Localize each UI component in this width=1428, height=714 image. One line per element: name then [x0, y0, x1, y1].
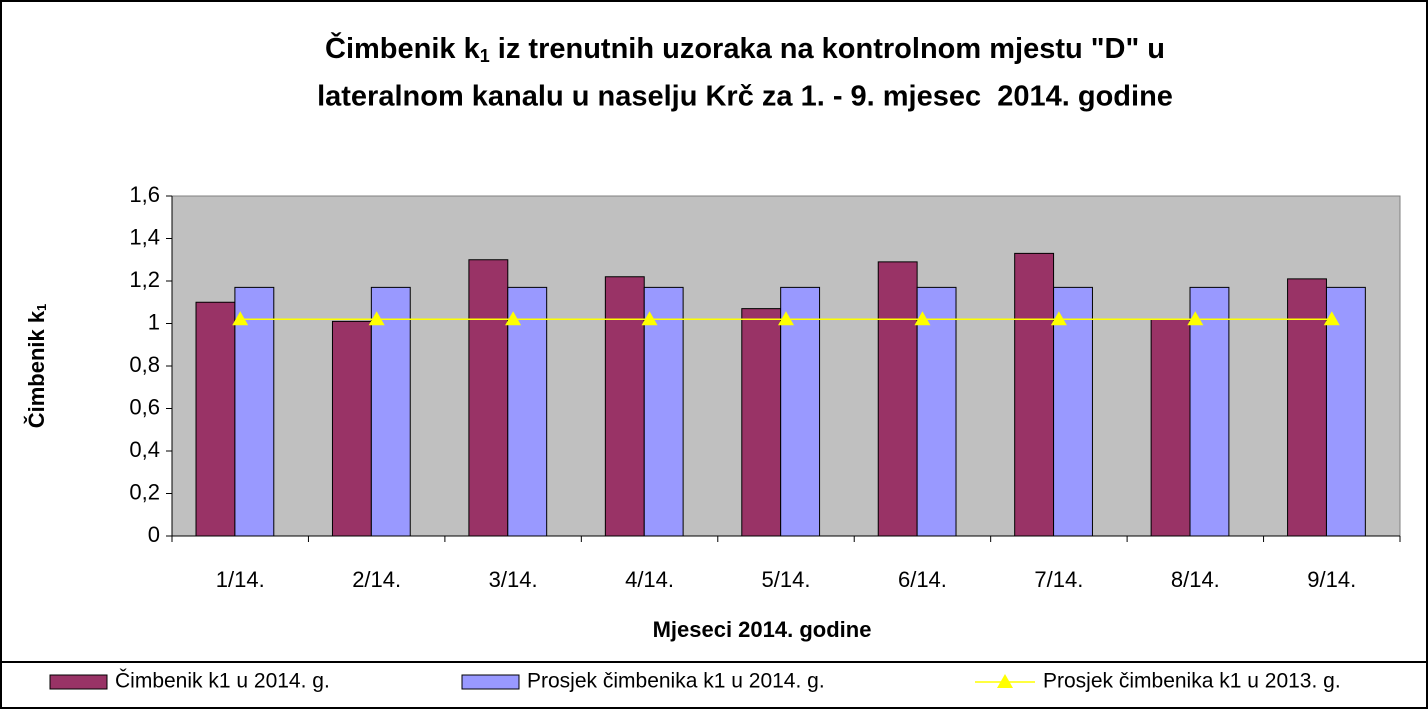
chart-title: lateralnom kanalu u naselju Krč za 1. - … — [317, 81, 1173, 113]
chart-title: Čimbenik k1 iz trenutnih uzoraka na kont… — [325, 31, 1165, 66]
bar — [604, 276, 645, 537]
y-tick-label: 1,6 — [129, 182, 160, 207]
bar — [1014, 252, 1055, 537]
bar — [468, 259, 509, 537]
title-subscript: 1 — [480, 46, 490, 66]
line-marker — [505, 311, 522, 326]
y-tick-label: 0,8 — [129, 352, 160, 377]
title-part: Čimbenik k — [325, 31, 481, 65]
line-marker — [1050, 311, 1067, 326]
title-part: iz trenutnih uzoraka na kontrolnom mjest… — [490, 33, 1165, 65]
bar — [741, 308, 782, 537]
bar — [643, 286, 684, 537]
bar — [234, 286, 275, 537]
line-marker — [778, 311, 794, 326]
bar — [507, 286, 548, 537]
bar — [1150, 318, 1191, 537]
legend-label: Prosjek čimbenika k1 u 2013. g. — [1043, 670, 1341, 693]
y-tick-label: 1,2 — [129, 267, 160, 292]
bar — [195, 301, 236, 537]
x-tick-label: 3/14. — [489, 567, 538, 592]
x-tick-label: 5/14. — [762, 567, 811, 592]
line-marker — [232, 311, 249, 326]
bar — [780, 286, 821, 537]
ylabel-subscript: 1 — [34, 304, 49, 311]
ylabel-part: Čimbenik k — [24, 310, 49, 428]
bar — [877, 261, 918, 537]
bar — [1053, 286, 1093, 537]
x-axis-label: Mjeseci 2014. godine — [653, 617, 872, 642]
bar — [1325, 286, 1366, 537]
y-tick-label: 1,4 — [129, 224, 160, 249]
legend-swatch — [49, 674, 108, 690]
bar — [916, 286, 957, 537]
x-tick-label: 9/14. — [1307, 567, 1356, 592]
line-marker — [641, 311, 658, 326]
bar — [331, 320, 372, 537]
line-marker — [1187, 311, 1204, 326]
y-axis-label: Čimbenik k1 — [24, 304, 50, 429]
y-tick-label: 0,6 — [129, 394, 160, 419]
line-marker — [1323, 311, 1340, 326]
x-tick-label: 1/14. — [216, 567, 265, 592]
x-tick-label: 4/14. — [625, 567, 674, 592]
x-tick-label: 7/14. — [1034, 567, 1083, 592]
line-marker — [914, 311, 931, 326]
x-tick-label: 6/14. — [898, 567, 947, 592]
legend-label: Prosjek čimbenika k1 u 2014. g. — [527, 670, 825, 693]
y-tick-label: 1 — [148, 309, 160, 334]
legend-swatch — [461, 674, 520, 690]
y-tick-label: 0 — [148, 522, 160, 547]
legend-marker — [997, 674, 1013, 688]
bar — [370, 286, 411, 537]
legend-label: Čimbenik k1 u 2014. g. — [115, 670, 330, 693]
bar — [1287, 278, 1327, 537]
x-tick-label: 8/14. — [1171, 567, 1220, 592]
y-tick-label: 0,4 — [129, 437, 160, 462]
bar — [1189, 286, 1230, 537]
line-marker — [368, 311, 385, 326]
y-tick-label: 0,2 — [129, 479, 160, 504]
x-tick-label: 2/14. — [352, 567, 401, 592]
